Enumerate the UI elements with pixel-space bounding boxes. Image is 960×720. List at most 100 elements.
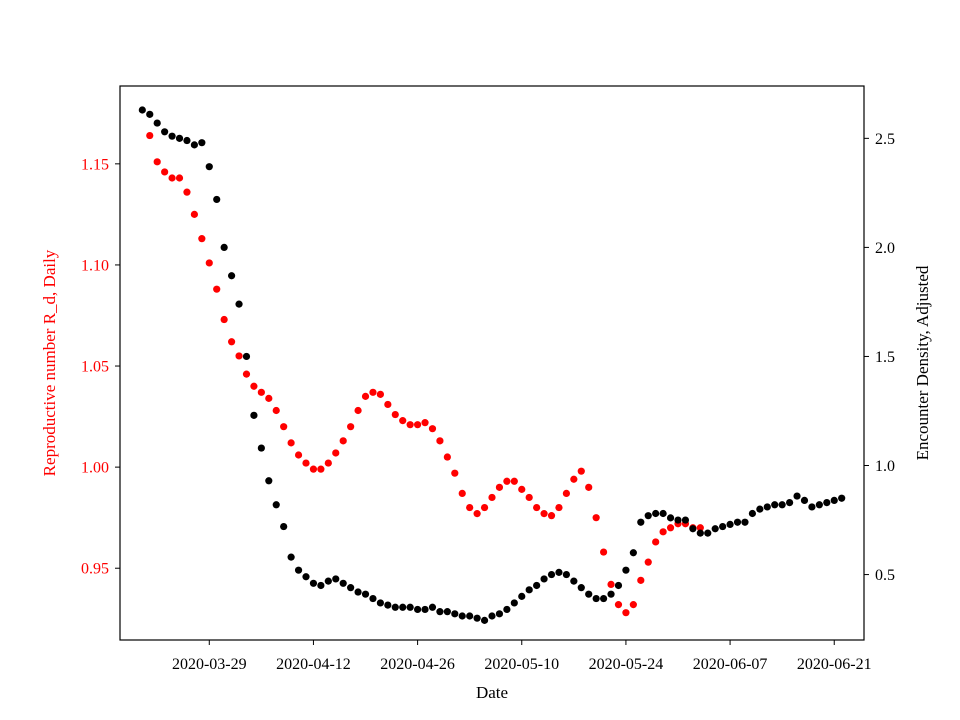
r-daily-point (153, 158, 161, 166)
encounter-density-point (376, 599, 384, 607)
encounter-density-point (525, 586, 533, 594)
r-daily-point (376, 390, 384, 398)
left-y-tick-label: 1.05 (81, 359, 109, 376)
x-tick-label: 2020-04-12 (276, 656, 351, 673)
encounter-density-point (689, 525, 697, 533)
r-daily-point (614, 601, 623, 609)
r-daily-point (585, 483, 593, 491)
encounter-density-point (242, 352, 251, 361)
r-daily-point (696, 524, 704, 532)
left-y-tick-label: 0.95 (81, 561, 109, 578)
encounter-density-point (228, 272, 236, 280)
x-tick-label: 2020-06-07 (693, 656, 768, 673)
encounter-density-point (272, 501, 280, 509)
left-y-axis: 0.95 1.00 1.05 1.10 1.15 (81, 156, 120, 578)
r-daily-point (213, 285, 221, 293)
plot-frame (119, 85, 865, 641)
right-y-tick-label: 0.5 (875, 567, 895, 584)
encounter-density-point (220, 243, 228, 251)
encounter-density-point (607, 590, 615, 598)
r-daily-point (399, 417, 407, 425)
r-daily-point (391, 410, 399, 419)
r-daily-point (659, 528, 667, 536)
encounter-density-point (473, 614, 481, 622)
encounter-density-point (533, 581, 541, 590)
encounter-density-point (495, 610, 504, 618)
r-daily-point (652, 538, 660, 546)
r-daily-point (525, 493, 533, 502)
r-daily-point (547, 512, 556, 520)
r-daily-point (161, 168, 169, 176)
r-daily-point (198, 235, 206, 243)
encounter-density-point (629, 549, 637, 557)
r-daily-point (175, 174, 184, 182)
r-daily-point (480, 503, 489, 512)
encounter-density-point (153, 119, 161, 127)
r-daily-point (473, 510, 481, 518)
encounter-density-point (466, 612, 474, 620)
right-y-axis-label: Encounter Density, Adjusted (913, 265, 932, 460)
encounter-density-point (428, 603, 437, 611)
r-daily-point (406, 421, 414, 429)
encounter-density-point (235, 300, 243, 308)
r-daily-point (570, 475, 578, 483)
r-daily-point (302, 459, 310, 467)
encounter-density-point (659, 509, 667, 518)
r-daily-point (637, 576, 645, 584)
r-daily-point (458, 489, 466, 498)
r-daily-point (324, 459, 332, 467)
r-daily-point (443, 453, 451, 461)
encounter-density-point (793, 492, 801, 500)
encounter-density-point (280, 522, 288, 531)
r-daily-point (309, 465, 318, 473)
r-daily-series (146, 131, 704, 617)
encounter-density-point (510, 599, 518, 607)
r-daily-point (257, 388, 265, 396)
r-daily-point (190, 210, 198, 218)
encounter-density-point (332, 575, 340, 583)
encounter-density-point (391, 603, 399, 611)
r-daily-point (451, 469, 459, 477)
encounter-density-point (681, 516, 690, 524)
encounter-density-point (800, 496, 809, 505)
encounter-density-point (347, 584, 355, 592)
r-daily-point (332, 449, 340, 457)
encounter-density-point (309, 579, 318, 587)
encounter-density-point (540, 575, 548, 583)
r-daily-point (287, 439, 295, 447)
r-daily-point (242, 370, 251, 378)
encounter-density-point (161, 128, 169, 136)
encounter-density-point (443, 608, 451, 616)
r-daily-point (235, 352, 243, 360)
r-daily-point (428, 425, 437, 433)
encounter-density-point (146, 110, 154, 118)
x-tick-label: 2020-05-10 (484, 656, 559, 673)
encounter-density-point (287, 553, 295, 561)
encounter-density-point (577, 584, 585, 592)
encounter-density-point (406, 603, 414, 611)
r-daily-point (555, 503, 563, 512)
left-y-tick-label: 1.00 (81, 460, 109, 477)
r-daily-point (577, 467, 585, 475)
r-daily-point (183, 188, 191, 196)
encounter-density-point (458, 612, 466, 620)
encounter-density-point (138, 106, 146, 114)
right-y-tick-label: 2.0 (875, 240, 895, 257)
encounter-density-point (808, 503, 816, 511)
r-daily-point (168, 174, 176, 182)
encounter-density-point (778, 501, 786, 509)
x-tick-label: 2020-06-21 (797, 656, 872, 673)
r-daily-point (666, 524, 675, 532)
r-daily-point (339, 437, 347, 445)
encounter-density-point (175, 134, 184, 142)
r-daily-point (205, 259, 213, 267)
encounter-density-point (830, 496, 838, 505)
r-daily-point (495, 483, 504, 491)
x-axis: 2020-03-29 2020-04-12 2020-04-26 2020-05-10… (172, 640, 872, 673)
r-daily-point (369, 388, 377, 396)
r-daily-point (250, 382, 258, 390)
r-daily-point (488, 493, 496, 502)
r-daily-point (510, 477, 518, 485)
encounter-density-point (205, 163, 213, 171)
